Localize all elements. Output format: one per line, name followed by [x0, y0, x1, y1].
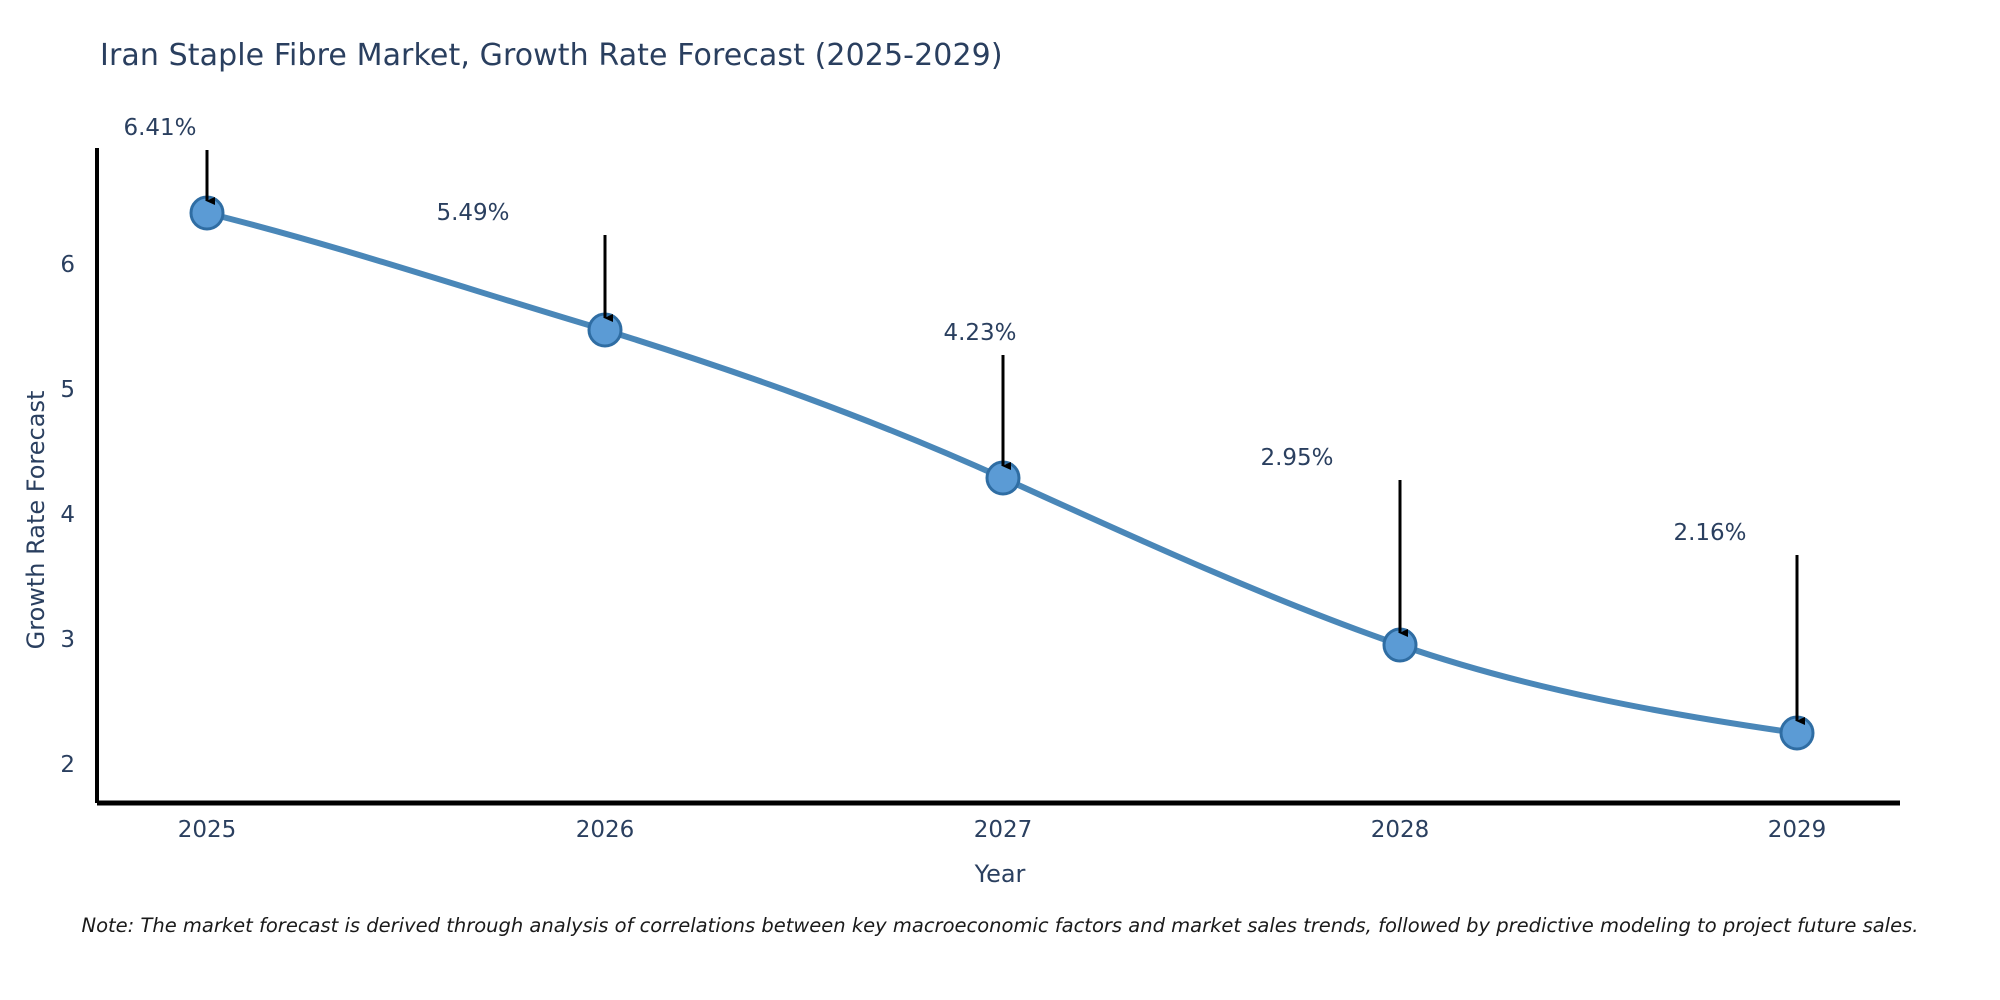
- chart-footnote: Note: The market forecast is derived thr…: [81, 914, 1919, 937]
- data-point-marker-2027[interactable]: [985, 460, 1021, 496]
- y-tick-label: 2: [60, 752, 75, 778]
- y-tick-label: 6: [60, 252, 75, 278]
- x-tick-label: 2027: [973, 817, 1033, 843]
- x-tick-label: 2025: [177, 817, 237, 843]
- data-point-label-2027: 4.23%: [943, 320, 1017, 346]
- data-point-marker-2028[interactable]: [1382, 627, 1418, 663]
- x-tick-label: 2028: [1370, 817, 1430, 843]
- data-point-marker-2026[interactable]: [587, 312, 623, 348]
- data-point-label-2026: 5.49%: [436, 200, 510, 226]
- data-point-label-2025: 6.41%: [123, 115, 197, 141]
- x-tick-label: 2029: [1767, 817, 1827, 843]
- data-point-marker-2025[interactable]: [189, 195, 225, 231]
- y-tick-label: 4: [60, 502, 75, 528]
- data-point-label-2028: 2.95%: [1260, 445, 1334, 471]
- data-point-marker-2029[interactable]: [1779, 715, 1815, 751]
- y-tick-label: 3: [60, 627, 75, 653]
- x-axis-title: Year: [974, 860, 1026, 888]
- data-point-label-2029: 2.16%: [1673, 520, 1747, 546]
- x-tick-label: 2026: [575, 817, 635, 843]
- chart-title: Iran Staple Fibre Market, Growth Rate Fo…: [100, 38, 1003, 73]
- y-tick-label: 5: [60, 377, 75, 403]
